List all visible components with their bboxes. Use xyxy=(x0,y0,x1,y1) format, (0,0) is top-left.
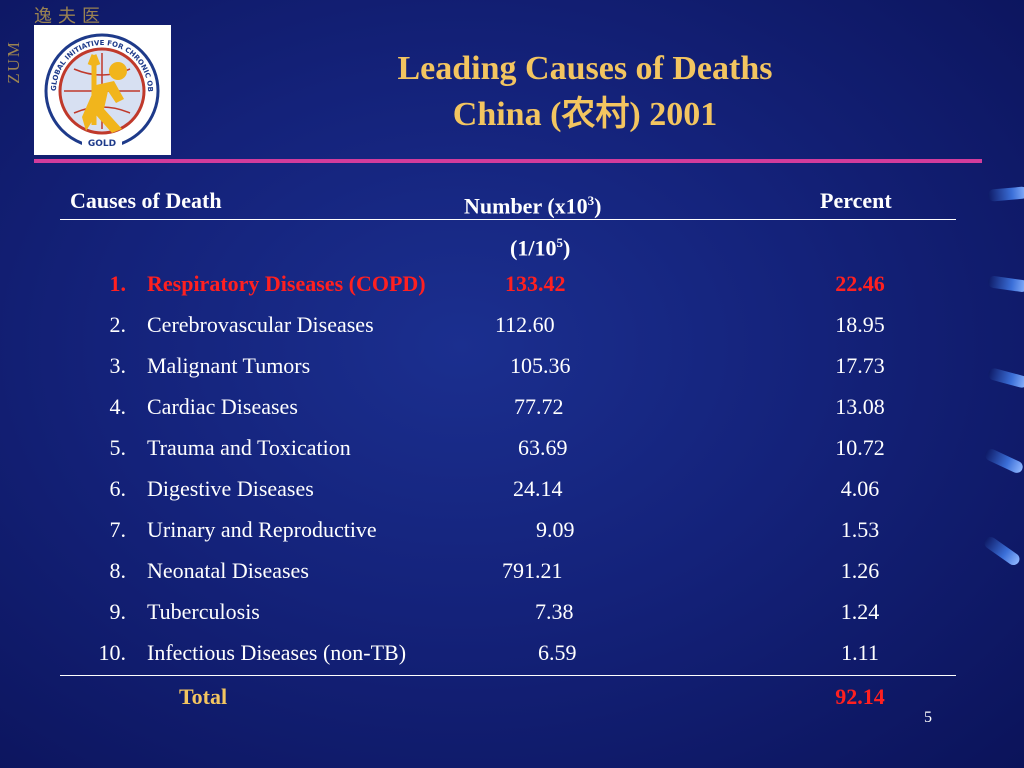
row-rank: 2. xyxy=(109,312,127,337)
row-rank: 8. xyxy=(109,558,127,583)
logo-badge-text: GOLD xyxy=(88,139,116,149)
row-number: 9.09 xyxy=(536,517,575,542)
footer-rule xyxy=(60,675,956,676)
row-percent: 22.46 xyxy=(835,271,885,296)
row-percent: 17.73 xyxy=(835,353,885,378)
row-cause: Respiratory Diseases (COPD) xyxy=(147,271,426,296)
row-rank: 9. xyxy=(109,599,127,624)
row-cause: Neonatal Diseases xyxy=(147,558,309,583)
row-rank: 10. xyxy=(98,640,127,665)
decor-swoosh xyxy=(987,367,1024,389)
row-number: 6.59 xyxy=(538,640,577,665)
header-cause: Causes of Death xyxy=(70,188,222,213)
background-seal-text: ZUM 逸夫医 xyxy=(2,0,152,150)
row-rank: 6. xyxy=(109,476,127,501)
row-percent: 10.72 xyxy=(835,435,885,460)
row-number: 7.38 xyxy=(535,599,574,624)
title-divider xyxy=(34,159,982,163)
header-percent: Percent xyxy=(820,188,892,213)
row-number: 791.21 xyxy=(502,558,563,583)
row-percent: 1.26 xyxy=(840,558,880,583)
row-rank: 7. xyxy=(109,517,127,542)
row-number: 63.69 xyxy=(518,435,568,460)
total-label: Total xyxy=(179,684,228,709)
vertical-seal-text: ZUM xyxy=(4,40,23,84)
decor-swoosh xyxy=(982,534,1022,568)
decor-swoosh xyxy=(987,186,1024,202)
total-percent: 92.14 xyxy=(835,684,885,709)
slide-title-line2: China (农村) 2001 xyxy=(452,96,718,133)
row-cause: Tuberculosis xyxy=(147,599,260,624)
top-seal-text: 逸夫医 xyxy=(34,6,106,26)
row-cause: Cardiac Diseases xyxy=(147,394,298,419)
page-number: 5 xyxy=(924,709,932,726)
header-subunit: (1/105) xyxy=(510,235,571,261)
row-cause: Cerebrovascular Diseases xyxy=(147,312,374,337)
row-number: 105.36 xyxy=(510,353,571,378)
row-cause: Digestive Diseases xyxy=(147,476,314,501)
row-percent: 1.11 xyxy=(841,640,879,665)
row-number: 77.72 xyxy=(514,394,564,419)
row-percent: 18.95 xyxy=(835,312,885,337)
slide-title-line1: Leading Causes of Deaths xyxy=(397,50,773,87)
decor-swoosh xyxy=(983,447,1024,475)
row-cause: Urinary and Reproductive xyxy=(147,517,377,542)
row-number: 24.14 xyxy=(513,476,563,501)
row-number: 133.42 xyxy=(505,271,566,296)
gold-logo: GLOBAL INITIATIVE FOR CHRONIC OBSTRUCTIV… xyxy=(34,25,171,155)
header-number: Number (x103) xyxy=(464,193,602,219)
row-cause: Malignant Tumors xyxy=(147,353,311,378)
row-percent: 1.53 xyxy=(840,517,880,542)
row-cause: Trauma and Toxication xyxy=(147,435,351,460)
row-rank: 3. xyxy=(109,353,127,378)
header-rule xyxy=(60,219,956,220)
row-percent: 1.24 xyxy=(840,599,880,624)
row-rank: 4. xyxy=(109,394,127,419)
row-percent: 4.06 xyxy=(840,476,880,501)
row-cause: Infectious Diseases (non-TB) xyxy=(147,640,407,665)
row-percent: 13.08 xyxy=(835,394,885,419)
row-rank: 5. xyxy=(109,435,127,460)
decor-swoosh xyxy=(987,275,1024,293)
row-rank: 1. xyxy=(109,271,127,296)
row-number: 112.60 xyxy=(495,312,555,337)
